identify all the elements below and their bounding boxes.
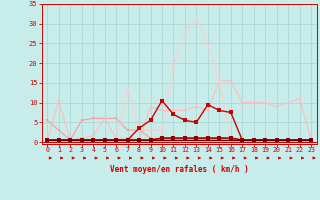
X-axis label: Vent moyen/en rafales ( km/h ): Vent moyen/en rafales ( km/h ) xyxy=(110,165,249,174)
